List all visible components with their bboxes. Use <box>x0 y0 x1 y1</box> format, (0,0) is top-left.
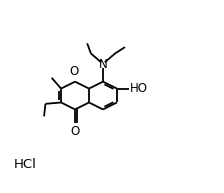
Text: N: N <box>99 58 107 71</box>
Text: O: O <box>70 125 80 138</box>
Text: HCl: HCl <box>13 157 36 171</box>
Text: HO: HO <box>130 82 148 95</box>
Text: O: O <box>69 65 79 78</box>
